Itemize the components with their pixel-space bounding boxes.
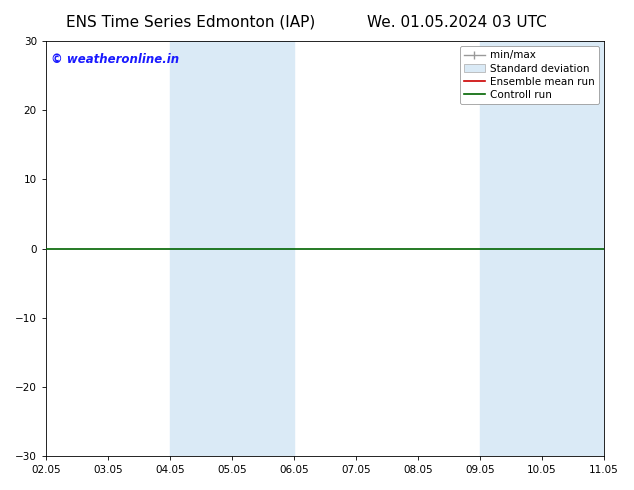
Bar xyxy=(542,41,604,456)
Bar xyxy=(480,41,542,456)
Text: ENS Time Series Edmonton (IAP): ENS Time Series Edmonton (IAP) xyxy=(65,15,315,30)
Legend: min/max, Standard deviation, Ensemble mean run, Controll run: min/max, Standard deviation, Ensemble me… xyxy=(460,46,599,104)
Text: We. 01.05.2024 03 UTC: We. 01.05.2024 03 UTC xyxy=(366,15,547,30)
Bar xyxy=(170,41,232,456)
Bar xyxy=(232,41,294,456)
Text: © weatheronline.in: © weatheronline.in xyxy=(51,53,179,67)
